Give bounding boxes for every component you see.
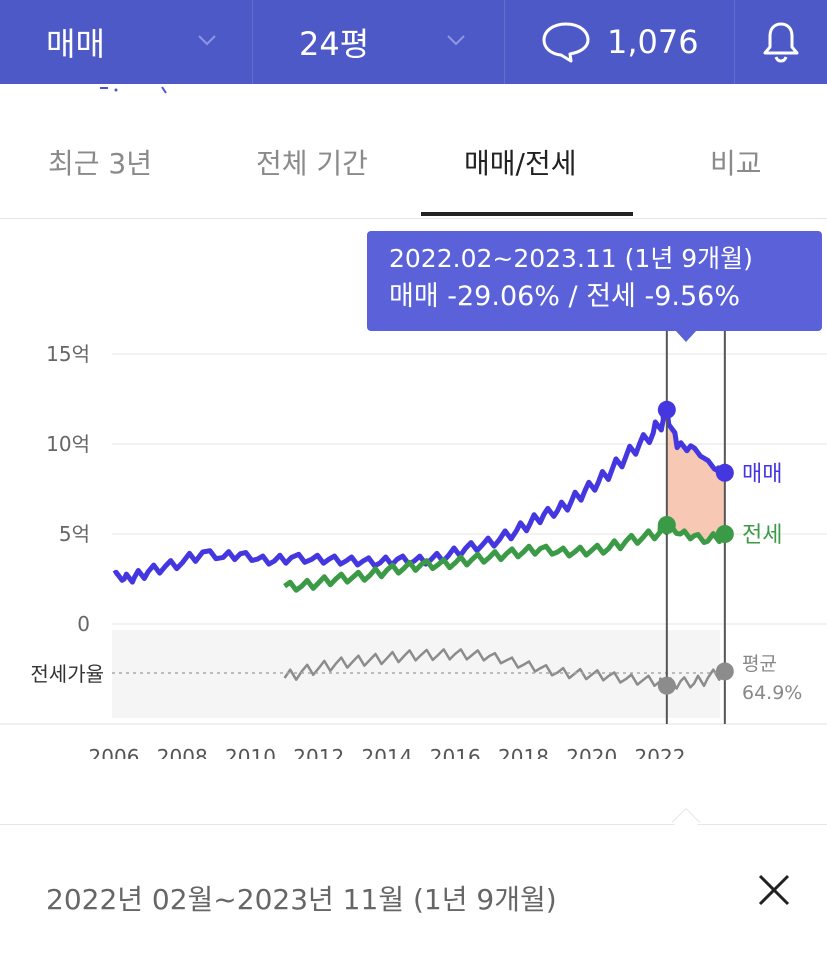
tooltip-pointer	[675, 330, 697, 342]
size-label: 24평	[299, 25, 370, 63]
point-sale-end	[715, 463, 734, 482]
legend-label-jeonse: 전세	[742, 523, 782, 548]
point-ratio-start	[657, 676, 676, 695]
chevron-down-icon	[447, 35, 465, 46]
active-tab-indicator	[421, 212, 633, 216]
x-tick-label: 2006	[89, 745, 140, 759]
x-tick-label: 2018	[498, 745, 549, 759]
chevron-down-icon	[198, 35, 216, 46]
ratio-band-bg	[112, 630, 720, 718]
x-tick-label: 2014	[362, 745, 413, 759]
x-tick-label: 2022	[635, 745, 686, 759]
tooltip-change: 매매 -29.06% / 전세 -9.56%	[389, 281, 740, 312]
deal-type-select[interactable]: 매매	[0, 0, 253, 84]
tooltip-period: 2022.02~2023.11 (1년 9개월)	[389, 244, 753, 273]
x-tick-label: 2012	[293, 745, 344, 759]
y-tick-label: 15억	[46, 342, 90, 366]
tabs-divider	[0, 218, 827, 219]
comment-count: 1,076	[607, 23, 699, 61]
panel-caret	[671, 807, 701, 837]
point-sale-start	[657, 400, 676, 419]
highlight-area	[666, 409, 725, 542]
tab-all-period[interactable]: 전체 기간	[256, 147, 368, 180]
deal-type-label: 매매	[46, 25, 105, 63]
comments-button[interactable]: 1,076	[505, 0, 735, 84]
point-jeonse-start	[657, 516, 676, 534]
x-tick-label: 2020	[566, 745, 617, 759]
bell-icon	[763, 22, 799, 63]
size-select[interactable]: 24평	[253, 0, 505, 84]
price-chart[interactable]: 15억 10억 5억 0 2006 2008 2010 2012 2014 2016 2018 202…	[0, 219, 827, 759]
x-tick-label: 2010	[225, 745, 276, 759]
panel-divider	[0, 824, 827, 825]
y-tick-label: 5억	[59, 522, 90, 546]
legend-label-sale: 매매	[742, 462, 782, 487]
speech-bubble-icon	[542, 22, 590, 63]
x-tick-label: 2016	[430, 745, 481, 759]
tab-compare[interactable]: 비교	[710, 147, 762, 180]
avg-value: 64.9%	[742, 682, 802, 704]
period-tabs: 최근 3년 전체 기간 매매/전세 비교	[0, 118, 827, 218]
point-ratio-end	[715, 662, 734, 681]
notification-button[interactable]	[735, 0, 827, 84]
y-tick-label: 10억	[46, 432, 90, 456]
ratio-axis-label: 전세가율	[30, 662, 104, 686]
y-tick-label: 0	[77, 612, 90, 636]
selected-range-text: 2022년 02월~2023년 11월 (1년 9개월)	[46, 883, 557, 916]
close-icon[interactable]	[752, 868, 796, 912]
range-tooltip: 2022.02~2023.11 (1년 9개월) 매매 -29.06% / 전세…	[367, 231, 822, 331]
point-jeonse-end	[715, 525, 734, 543]
x-tick-label: 2008	[157, 745, 208, 759]
series-line-sale	[112, 407, 728, 585]
top-header: 매매 24평 1,076	[0, 0, 827, 84]
scroll-hint-dots	[100, 86, 167, 94]
tab-sale-jeonse[interactable]: 매매/전세	[464, 147, 577, 180]
tab-recent-3y[interactable]: 최근 3년	[48, 147, 152, 180]
avg-label: 평균	[742, 653, 777, 675]
